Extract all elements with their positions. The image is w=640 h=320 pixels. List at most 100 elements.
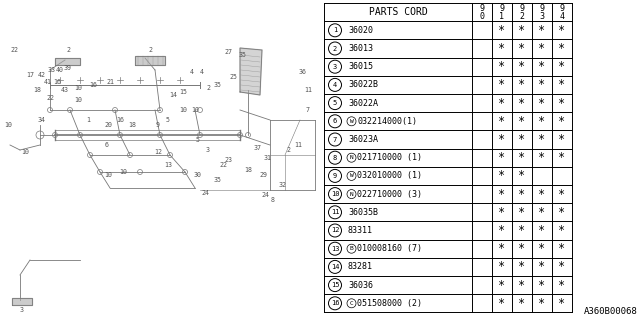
Text: 35: 35 xyxy=(239,52,247,58)
Text: 40: 40 xyxy=(56,67,64,73)
Text: 10: 10 xyxy=(179,107,187,113)
Text: 18: 18 xyxy=(33,87,41,93)
Text: *: * xyxy=(499,151,506,164)
Text: 2: 2 xyxy=(333,45,337,52)
Text: 16: 16 xyxy=(89,82,97,88)
Text: 8: 8 xyxy=(271,197,275,203)
Text: 29: 29 xyxy=(259,172,267,178)
Text: 3: 3 xyxy=(206,147,210,153)
Text: 27: 27 xyxy=(224,49,232,55)
Text: 24: 24 xyxy=(261,192,269,198)
Text: 12: 12 xyxy=(154,149,162,155)
Text: 021710000 (1): 021710000 (1) xyxy=(357,153,422,162)
Text: N: N xyxy=(349,155,353,160)
Text: 22: 22 xyxy=(46,95,54,101)
Text: *: * xyxy=(518,42,525,55)
Text: 11: 11 xyxy=(331,209,339,215)
Text: 4: 4 xyxy=(190,69,194,75)
Text: 051508000 (2): 051508000 (2) xyxy=(357,299,422,308)
Text: *: * xyxy=(518,260,525,273)
Text: 36035B: 36035B xyxy=(348,208,378,217)
Text: 022710000 (3): 022710000 (3) xyxy=(357,189,422,199)
Text: 6: 6 xyxy=(105,142,109,148)
Text: 7: 7 xyxy=(333,137,337,142)
Text: *: * xyxy=(538,78,545,92)
Text: 032010000 (1): 032010000 (1) xyxy=(357,172,422,180)
Text: *: * xyxy=(518,115,525,128)
Text: 1: 1 xyxy=(86,117,90,123)
Text: 2: 2 xyxy=(66,47,70,53)
Text: 37: 37 xyxy=(254,145,262,151)
Text: *: * xyxy=(499,115,506,128)
Text: 43: 43 xyxy=(61,87,69,93)
Text: 3: 3 xyxy=(333,64,337,70)
Text: 8: 8 xyxy=(333,155,337,161)
Text: 10: 10 xyxy=(119,169,127,175)
Text: *: * xyxy=(518,242,525,255)
Text: 22: 22 xyxy=(10,47,18,53)
Text: C: C xyxy=(349,301,353,306)
Text: *: * xyxy=(518,133,525,146)
Text: 7: 7 xyxy=(306,107,310,113)
Text: 9: 9 xyxy=(156,122,160,128)
Text: *: * xyxy=(559,242,566,255)
Text: *: * xyxy=(499,133,506,146)
Text: 39: 39 xyxy=(64,65,72,71)
Text: 9
4: 9 4 xyxy=(559,4,564,20)
Text: 10: 10 xyxy=(21,149,29,155)
Text: *: * xyxy=(499,24,506,37)
Text: *: * xyxy=(559,115,566,128)
Text: *: * xyxy=(538,42,545,55)
Text: 6: 6 xyxy=(333,118,337,124)
Text: *: * xyxy=(559,133,566,146)
Text: 83281: 83281 xyxy=(348,262,373,271)
Text: 31: 31 xyxy=(264,155,272,161)
Text: *: * xyxy=(499,279,506,292)
Text: W: W xyxy=(349,119,353,124)
Text: PARTS CORD: PARTS CORD xyxy=(369,7,428,17)
Text: 24: 24 xyxy=(201,190,209,196)
Text: *: * xyxy=(499,297,506,310)
Text: *: * xyxy=(518,206,525,219)
Text: 36022B: 36022B xyxy=(348,80,378,89)
Text: *: * xyxy=(538,224,545,237)
Text: *: * xyxy=(538,115,545,128)
Text: 36023A: 36023A xyxy=(348,135,378,144)
Text: *: * xyxy=(518,151,525,164)
Text: 13: 13 xyxy=(164,162,172,168)
Text: *: * xyxy=(559,297,566,310)
Text: 032214000(1): 032214000(1) xyxy=(357,117,417,126)
Text: *: * xyxy=(538,151,545,164)
Text: *: * xyxy=(538,24,545,37)
Text: *: * xyxy=(559,224,566,237)
Text: *: * xyxy=(518,169,525,182)
Text: 15: 15 xyxy=(179,89,187,95)
Text: 33: 33 xyxy=(48,67,56,73)
Text: 18: 18 xyxy=(244,167,252,173)
Text: 14: 14 xyxy=(169,92,177,98)
Text: 9
3: 9 3 xyxy=(540,4,545,20)
Text: *: * xyxy=(518,24,525,37)
Text: *: * xyxy=(538,297,545,310)
Text: *: * xyxy=(518,188,525,201)
Text: 32: 32 xyxy=(279,182,287,188)
Text: 10: 10 xyxy=(191,107,199,113)
Text: B: B xyxy=(349,246,353,251)
Text: *: * xyxy=(538,260,545,273)
Text: 10: 10 xyxy=(4,122,12,128)
Text: 9: 9 xyxy=(333,173,337,179)
Text: 30: 30 xyxy=(194,172,202,178)
Text: *: * xyxy=(499,242,506,255)
Text: *: * xyxy=(559,279,566,292)
Text: *: * xyxy=(559,24,566,37)
Text: *: * xyxy=(518,78,525,92)
Text: *: * xyxy=(559,151,566,164)
Text: 42: 42 xyxy=(38,72,46,78)
Text: 10: 10 xyxy=(104,172,112,178)
Text: 2: 2 xyxy=(206,85,210,91)
Text: 21: 21 xyxy=(106,79,114,85)
Text: 36015: 36015 xyxy=(348,62,373,71)
Text: 16: 16 xyxy=(331,300,339,306)
Text: *: * xyxy=(499,169,506,182)
Text: 36020: 36020 xyxy=(348,26,373,35)
